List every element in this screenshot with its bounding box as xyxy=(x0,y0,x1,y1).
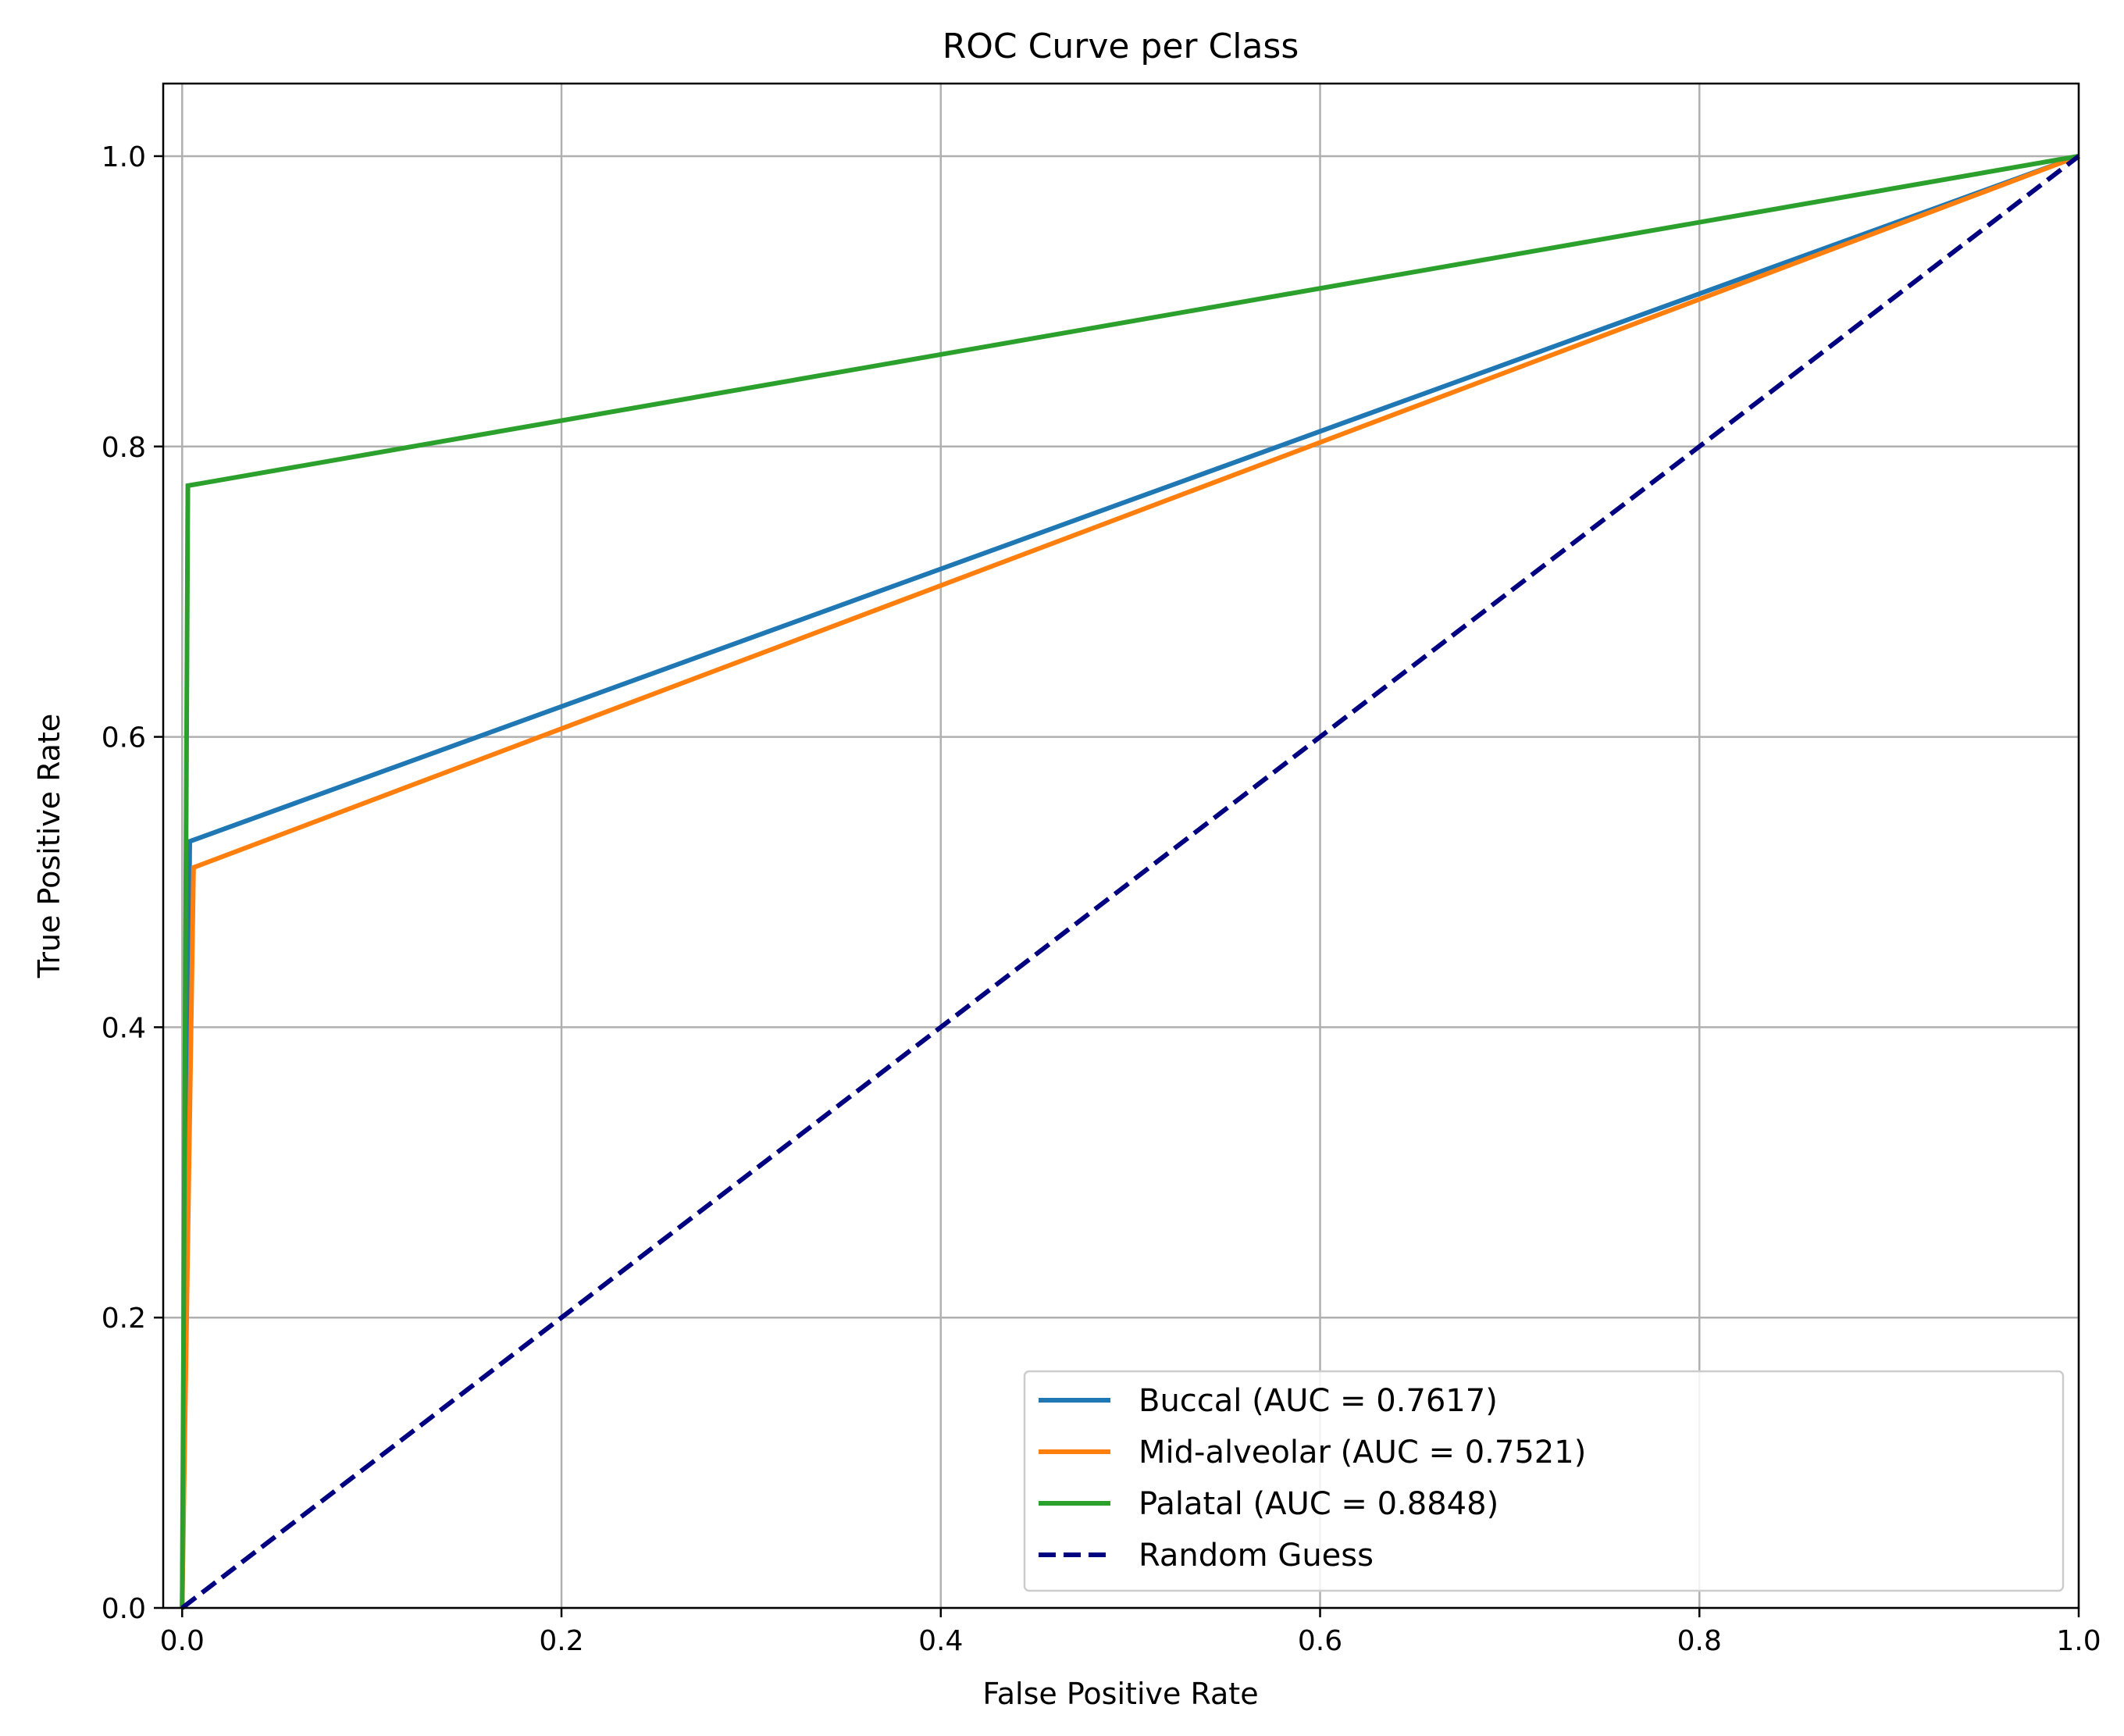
chart-title: ROC Curve per Class xyxy=(943,27,1299,66)
y-tick-label: 0.4 xyxy=(102,1012,146,1044)
ticks: 0.0 0.2 0.4 0.6 0.8 1.0 0.0 0.2 0.4 0.6 0.8 1.0 xyxy=(102,141,2101,1657)
x-tick-label: 1.0 xyxy=(2056,1625,2101,1657)
series-line-2 xyxy=(180,154,2080,1609)
x-tick-label: 0.4 xyxy=(918,1625,963,1657)
x-tick-label: 0.0 xyxy=(160,1625,205,1657)
y-tick-label: 0.0 xyxy=(102,1593,146,1625)
legend-label-2: Mid-alveolar (AUC = 0.7521) xyxy=(1139,1435,1586,1470)
legend-label-3: Palatal (AUC = 0.8848) xyxy=(1139,1486,1499,1522)
legend-label-4: Random Guess xyxy=(1139,1538,1374,1574)
legend-box xyxy=(1023,1370,2065,1592)
x-axis-label: False Positive Rate xyxy=(982,1677,1258,1711)
y-tick-label: 1.0 xyxy=(102,141,146,173)
x-tick-label: 0.6 xyxy=(1298,1625,1342,1657)
y-tick-label: 0.2 xyxy=(102,1303,146,1335)
y-tick-label: 0.8 xyxy=(102,432,146,464)
series-line-4 xyxy=(180,154,2080,1610)
x-tick-label: 0.2 xyxy=(539,1625,583,1657)
y-tick-label: 0.6 xyxy=(102,722,146,754)
plot-lines xyxy=(180,153,2080,1610)
legend-label-1: Buccal (AUC = 0.7617) xyxy=(1139,1383,1498,1419)
legend: Buccal (AUC = 0.7617) Mid-alveolar (AUC =… xyxy=(1023,1370,2065,1592)
y-axis-label: True Positive Rate xyxy=(32,714,66,979)
series-line-3 xyxy=(180,153,2079,1609)
x-tick-label: 0.8 xyxy=(1677,1625,1722,1657)
axes-frame xyxy=(162,82,2080,1609)
